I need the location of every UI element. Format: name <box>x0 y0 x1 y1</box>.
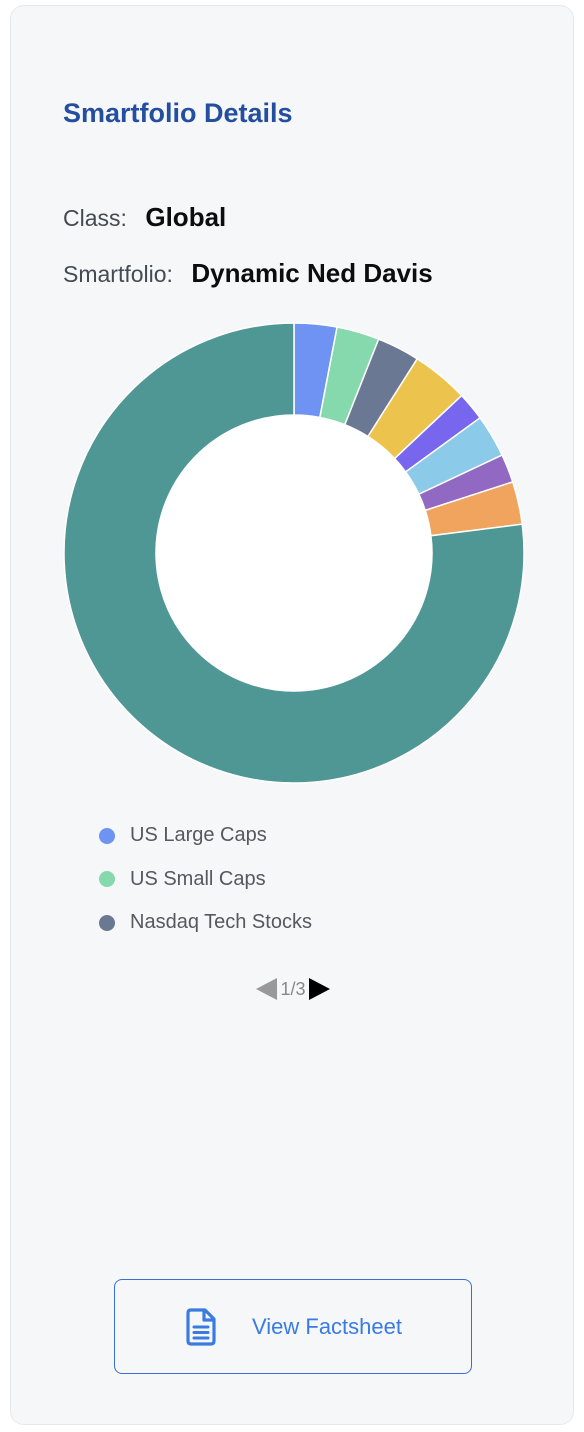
smartfolio-value: Dynamic Ned Davis <box>191 258 433 288</box>
chart-legend: US Large Caps US Small Caps Nasdaq Tech St… <box>99 814 312 945</box>
legend-dot-icon <box>99 827 115 844</box>
card-title: Smartfolio Details <box>63 98 293 128</box>
class-label: Class: <box>63 205 127 231</box>
legend-dot-icon <box>99 871 115 888</box>
view-factsheet-button[interactable]: View Factsheet <box>114 1279 472 1374</box>
donut-slice-9[interactable] <box>63 322 525 784</box>
allocation-donut-chart <box>63 322 525 784</box>
legend-label: Nasdaq Tech Stocks <box>130 911 312 934</box>
legend-item[interactable]: US Large Caps <box>99 814 312 858</box>
legend-dot-icon <box>99 914 115 931</box>
smartfolio-label: Smartfolio: <box>63 261 173 287</box>
document-icon <box>186 1307 216 1346</box>
triangle-left-icon[interactable] <box>256 978 278 1000</box>
class-value: Global <box>145 202 227 232</box>
legend-item[interactable]: Nasdaq Tech Stocks <box>99 901 312 945</box>
page-indicator: 1/3 <box>280 978 306 999</box>
view-factsheet-label: View Factsheet <box>251 1313 402 1339</box>
legend-pager: 1/3 <box>11 978 575 1000</box>
class-row: Class: Global <box>63 202 226 233</box>
legend-label: US Large Caps <box>130 824 267 847</box>
legend-item[interactable]: US Small Caps <box>99 858 312 902</box>
legend-label: US Small Caps <box>130 867 266 890</box>
donut-hole <box>156 415 432 691</box>
triangle-right-icon[interactable] <box>308 978 330 1000</box>
smartfolio-details-card: Smartfolio Details Class: Global Smartfo… <box>10 5 574 1425</box>
smartfolio-row: Smartfolio: Dynamic Ned Davis <box>63 258 433 289</box>
